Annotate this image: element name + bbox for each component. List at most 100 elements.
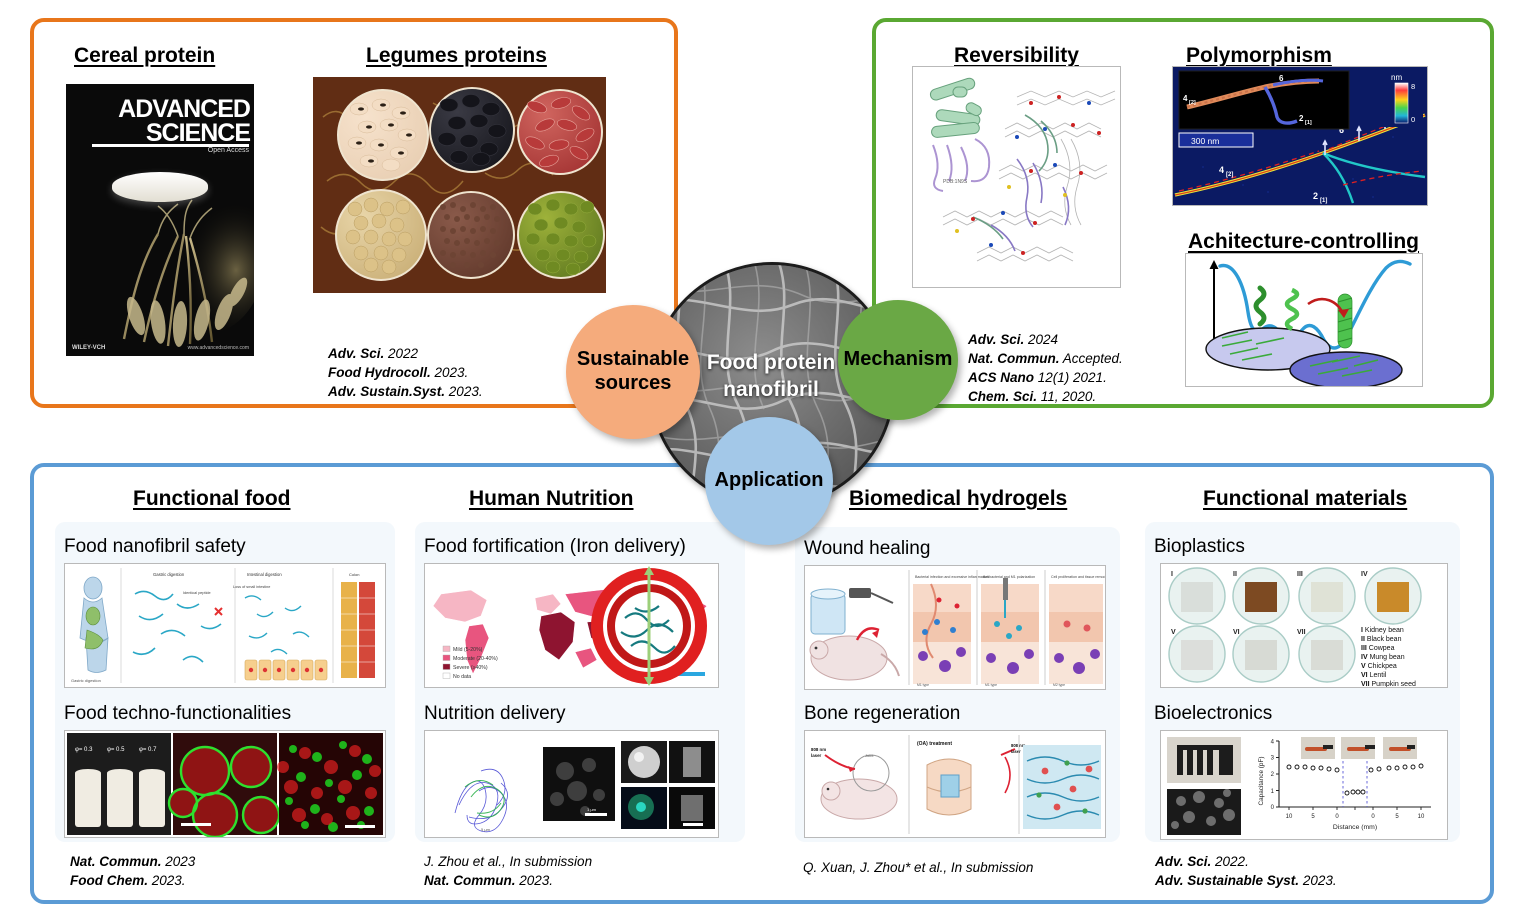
svg-text:V Chickpea: V Chickpea [1361, 663, 1397, 670]
svg-text:II Black bean: II Black bean [1361, 636, 1402, 643]
map-legend-moderate: Moderate (20-40%) [453, 656, 498, 662]
svg-text:5: 5 [1311, 814, 1315, 820]
bone-oa-caption: (OA) treatment [917, 741, 952, 747]
svg-text:6: 6 [1339, 125, 1344, 135]
citation-year: 2023. [148, 873, 186, 889]
bubble-sustainable-sources[interactable]: Sustainable sources [566, 305, 700, 439]
bean-lentil [427, 191, 515, 279]
svg-text:[1]: [1] [1320, 198, 1327, 204]
svg-text:φ= 0.7: φ= 0.7 [139, 747, 157, 753]
svg-text:III Cowpea: III Cowpea [1361, 645, 1395, 652]
citation-year: Accepted. [1059, 351, 1123, 367]
citation-year: 2024 [1024, 332, 1059, 347]
svg-text:Gastric digestion: Gastric digestion [71, 678, 101, 683]
svg-text:φ= 0.3: φ= 0.3 [75, 747, 93, 753]
svg-text:1: 1 [1271, 789, 1275, 795]
citation-year: 2023. [445, 384, 483, 400]
citation-year: 2023. [515, 873, 554, 889]
svg-text:M1 type: M1 type [917, 683, 929, 687]
cover-url: www.advancedscience.com [187, 345, 249, 351]
svg-text:[1]: [1] [1305, 120, 1312, 126]
bubble-label-application: Application [714, 469, 824, 492]
citation-year: 2023. [430, 365, 469, 381]
sublabel-bone-regeneration: Bone regeneration [804, 703, 961, 724]
citation-journal: Food Hydrocoll. [328, 365, 431, 381]
cover-title-line1: ADVANCED [118, 95, 251, 123]
svg-text:10: 10 [1286, 814, 1293, 820]
heading-functional-materials: Functional materials [1203, 487, 1408, 510]
capacitance-chart: 0 1 2 3 4 Capacitance (pF) 10 5 0 0 5 10 Distan… [1249, 735, 1443, 835]
svg-text:VI Lentil: VI Lentil [1361, 672, 1387, 679]
svg-text:IV Mung bean: IV Mung bean [1361, 654, 1405, 661]
svg-text:VII: VII [1297, 629, 1306, 636]
food-nanofibril-safety-figure: Gastric digestion Gastric digestion Inte… [64, 563, 386, 688]
citations-biomedical-hydrogels: Q. Xuan, J. Zhou* et al., In submission [803, 858, 1033, 877]
svg-text:2: 2 [1313, 191, 1318, 201]
bone-regeneration-figure: Joint 808 nm laser (OA) treatment 808 nm… [804, 730, 1106, 838]
cover-rule [92, 144, 249, 147]
svg-text:laser: laser [1011, 749, 1021, 754]
svg-text:[2]: [2] [1189, 100, 1196, 106]
advanced-science-cover-image: www.advancedscience.com [66, 84, 254, 356]
citation-year: 2022. [1211, 854, 1249, 869]
sublabel-bioplastics: Bioplastics [1154, 536, 1245, 557]
citation-journal: Adv. Sustain.Syst. [328, 384, 446, 400]
citation-year: 11, 2020. [1037, 389, 1097, 405]
citation-text: J. Zhou et al., In submission [424, 854, 593, 869]
bubble-application[interactable]: Application [705, 417, 833, 545]
citations-human-nutrition: J. Zhou et al., In submission Nat. Commu… [424, 852, 592, 890]
svg-text:808 nm: 808 nm [1011, 743, 1026, 748]
colorbar-min: 0 [1411, 115, 1415, 124]
svg-text:V: V [1171, 629, 1176, 636]
food-techno-functionalities-figure: φ= 0.3 φ= 0.5 φ= 0.7 [64, 730, 386, 838]
architecture-controlling-figure [1185, 253, 1423, 387]
citations-mechanism: Adv. Sci. 2024 Nat. Commun. Accepted. AC… [968, 330, 1123, 407]
sublabel-nutrition-delivery: Nutrition delivery [424, 703, 566, 724]
svg-text:808 nm: 808 nm [811, 747, 826, 752]
bubble-label-mechanism: Mechanism [843, 348, 953, 371]
colorbar-max: 8 [1411, 82, 1415, 91]
heading-polymorphism: Polymorphism [1186, 44, 1332, 67]
heading-legumes-proteins: Legumes proteins [366, 44, 547, 67]
svg-text:IV: IV [1361, 571, 1368, 578]
map-legend-mild: Mild (5-20%) [453, 647, 483, 653]
bean-chickpea [335, 189, 427, 281]
svg-text:Antibacterial and M1 polarizat: Antibacterial and M1 polarization [983, 575, 1035, 579]
citation-journal: Nat. Commun. [424, 873, 516, 889]
bubble-label-sustainable-sources: Sustainable sources [576, 348, 690, 394]
svg-text:M2 type: M2 type [1053, 683, 1065, 687]
svg-text:2: 2 [1299, 114, 1304, 123]
citation-journal: Adv. Sci. [968, 332, 1025, 347]
citation-journal: Adv. Sci. [1155, 854, 1212, 869]
svg-text:Joint: Joint [865, 753, 874, 758]
svg-text:4: 4 [1183, 94, 1188, 103]
svg-text:laser: laser [811, 753, 822, 758]
citation-journal: Adv. Sci. [328, 346, 385, 361]
citation-year: 2023 [161, 854, 196, 869]
heading-human-nutrition: Human Nutrition [469, 487, 634, 510]
citation-year: 12(1) 2021. [1034, 370, 1107, 386]
bubble-mechanism[interactable]: Mechanism [838, 300, 958, 420]
svg-text:Bacterial infection and excess: Bacterial infection and excessive inflam… [915, 575, 989, 579]
svg-text:I Kidney bean: I Kidney bean [1361, 627, 1404, 634]
svg-text:Colon: Colon [349, 572, 359, 577]
sublabel-bioelectronics: Bioelectronics [1154, 703, 1273, 724]
scalebar-label: 300 nm [1191, 136, 1219, 146]
svg-text:Gastric digestion: Gastric digestion [153, 572, 185, 577]
sublabel-wound-healing: Wound healing [804, 538, 931, 559]
citation-journal: ACS Nano [968, 370, 1035, 386]
svg-text:III: III [1297, 571, 1303, 578]
colorbar-unit: nm [1391, 73, 1402, 82]
cover-title-line2: SCIENCE [145, 119, 251, 147]
svg-text:0: 0 [1335, 814, 1339, 820]
aerogel-disc [112, 172, 208, 202]
bioplastics-figure: I II III IV V VI VII I Kidney bean II Bl… [1160, 563, 1448, 688]
svg-text:4: 4 [1219, 165, 1224, 175]
citation-year: 2023. [1299, 873, 1337, 889]
heading-biomedical-hydrogels: Biomedical hydrogels [849, 487, 1068, 510]
bean-kidney-bean [517, 89, 603, 175]
svg-text:5 μm: 5 μm [481, 827, 491, 832]
chart-xlabel: Distance (mm) [1333, 824, 1377, 831]
svg-text:1 μm: 1 μm [587, 807, 597, 812]
svg-text:Intestinal digestion: Intestinal digestion [247, 572, 282, 577]
